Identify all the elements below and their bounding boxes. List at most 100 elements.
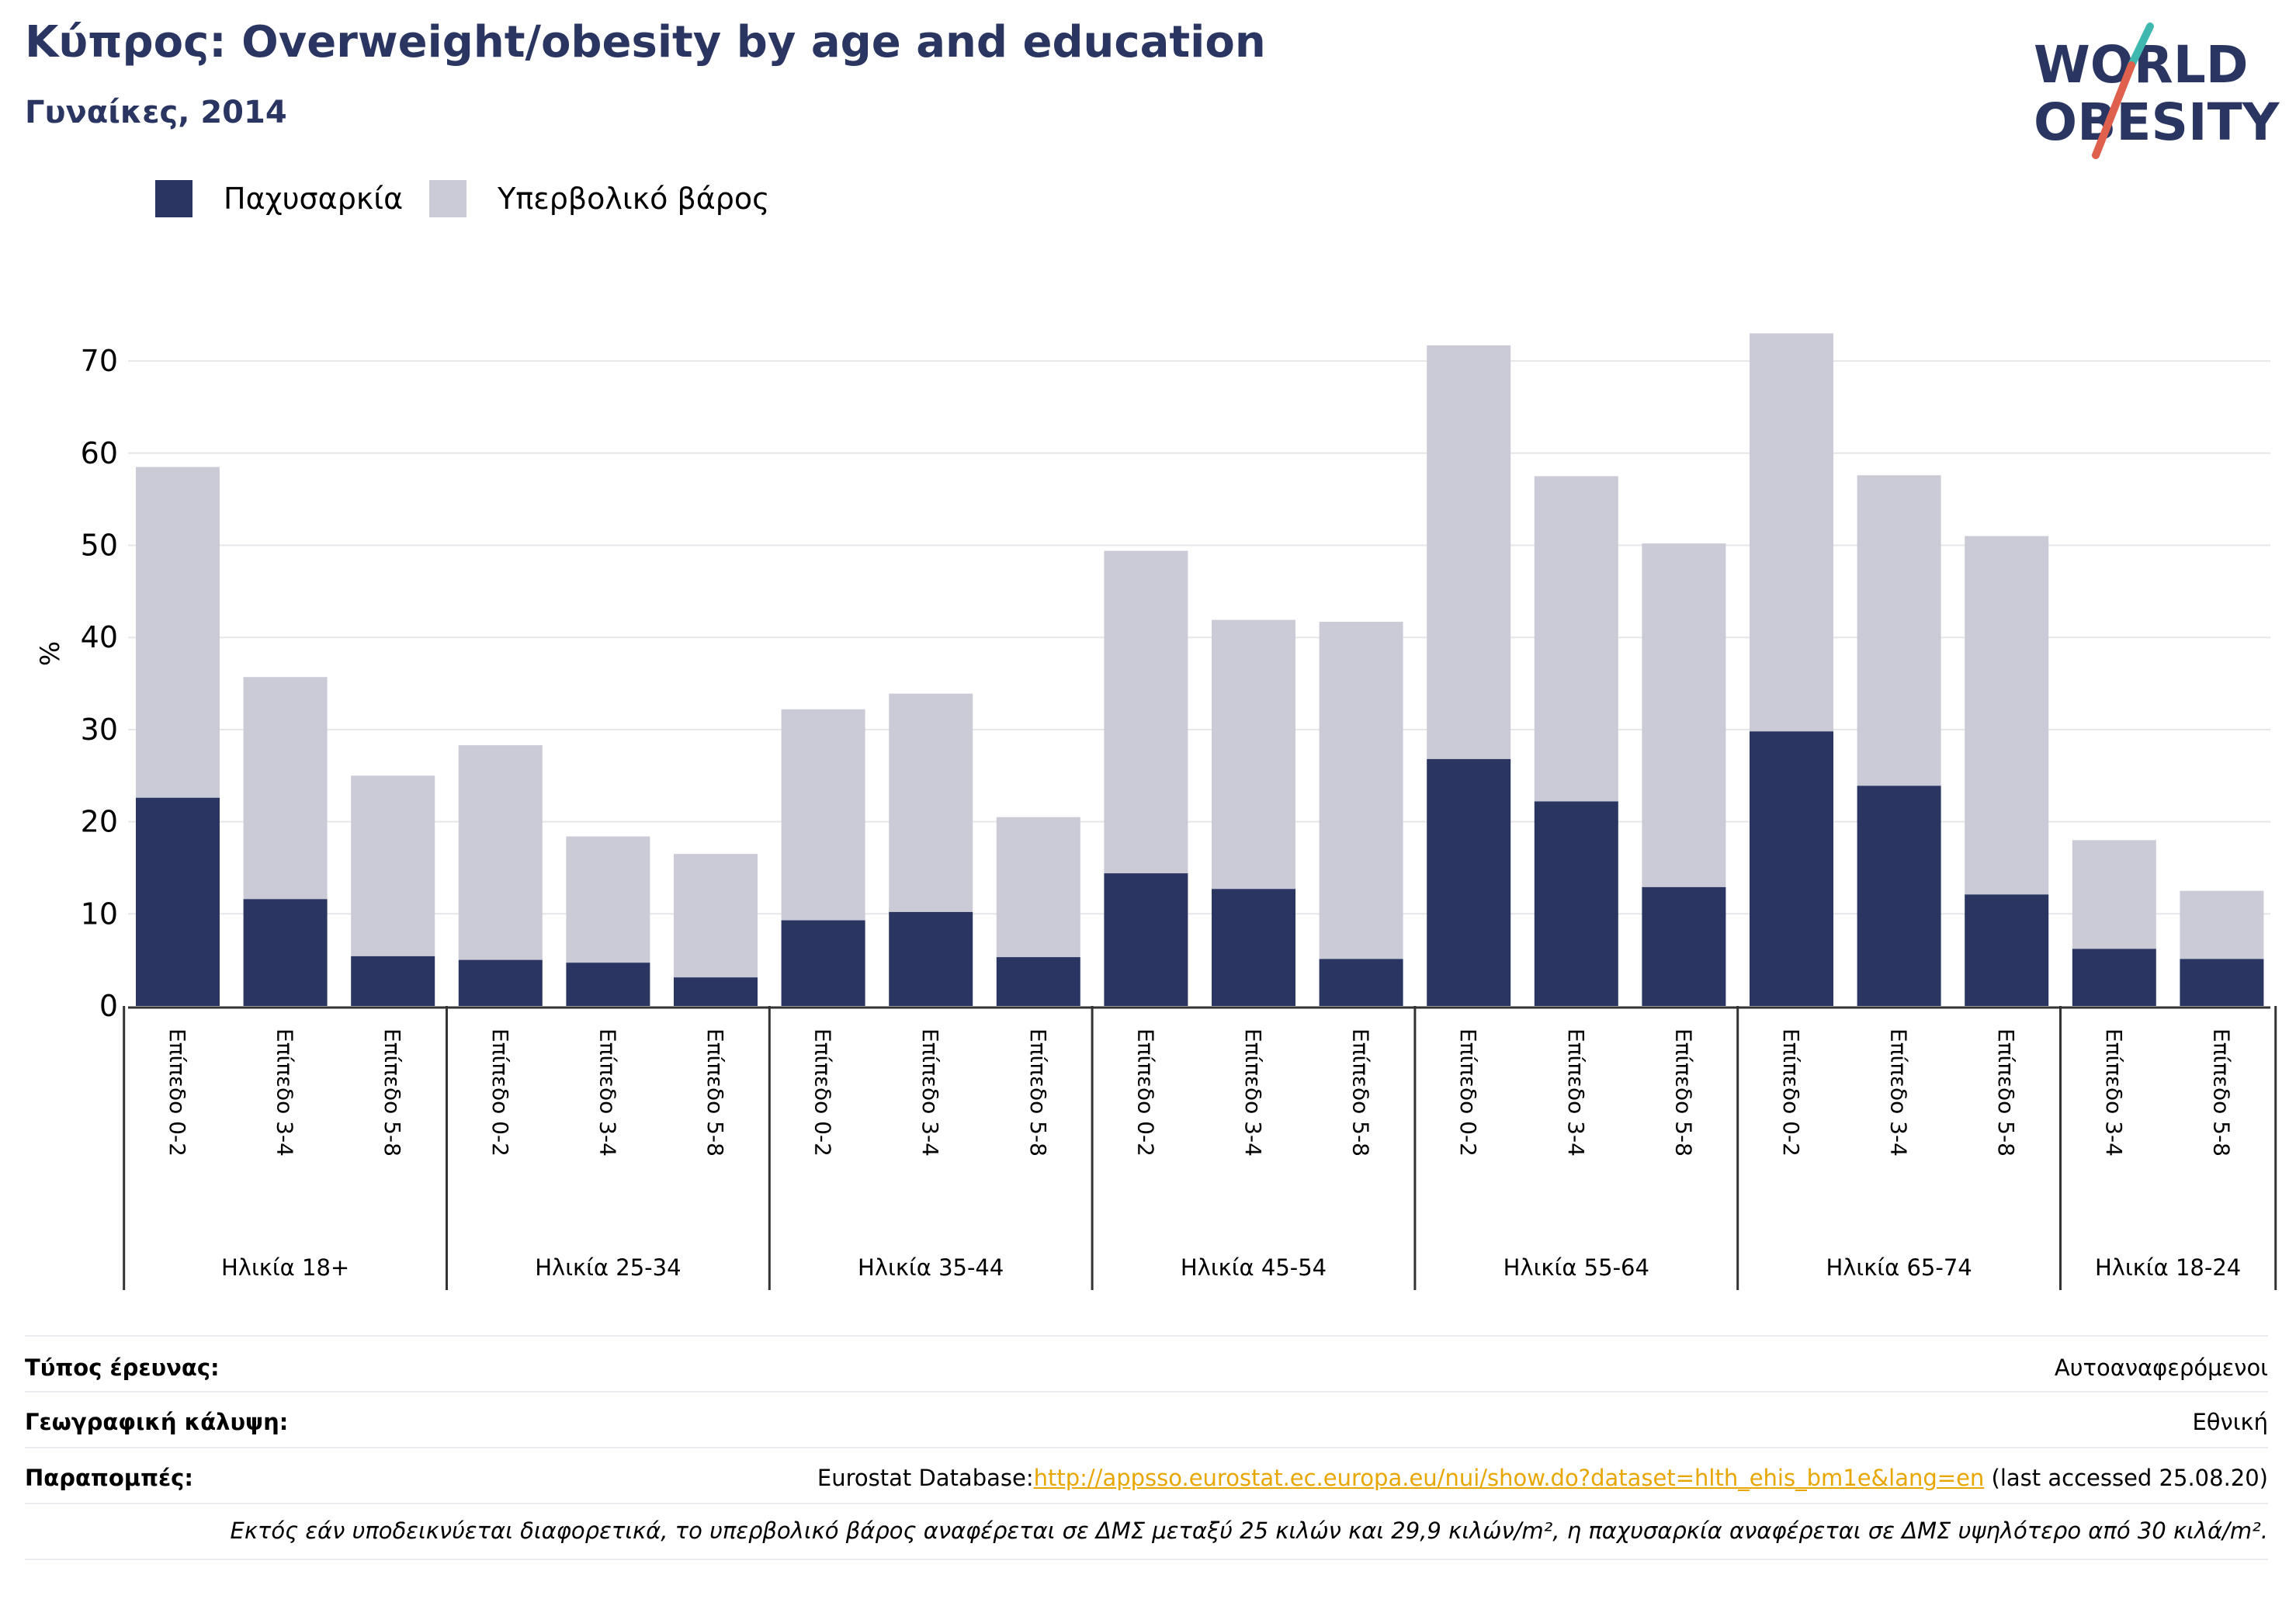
group-label: Ηλικία 18-24	[2095, 1254, 2241, 1281]
group-label: Ηλικία 35-44	[858, 1254, 1004, 1281]
logo-word-obesity: OBESITY	[2034, 92, 2280, 152]
bar-overweight	[1212, 619, 1295, 890]
bar-obesity	[1857, 786, 1941, 1006]
references-label: Παραπομπές:	[25, 1465, 193, 1491]
y-tick-label: 50	[81, 529, 118, 563]
coverage-row: Γεωγραφική κάλυψη: Εθνική	[25, 1403, 2268, 1441]
y-tick-label: 40	[81, 620, 118, 654]
divider	[25, 1335, 2268, 1337]
bar-overweight	[889, 693, 973, 912]
bar-obesity	[889, 911, 973, 1006]
group-label: Ηλικία 25-34	[535, 1254, 681, 1281]
y-tick-label: 70	[81, 344, 118, 378]
group-label: Ηλικία 65-74	[1826, 1254, 1972, 1281]
x-tick-label: Επίπεδο 5-8	[1348, 1028, 1374, 1157]
bar-obesity	[1965, 894, 2049, 1006]
bar-overweight	[1427, 345, 1511, 759]
bar-obesity	[2180, 959, 2264, 1006]
x-tick-label: Επίπεδο 0-2	[487, 1028, 513, 1157]
references-suffix: (last accessed 25.08.20)	[1984, 1465, 2269, 1491]
legend-label-obesity: Παχυσαρκία	[224, 182, 404, 216]
bmi-definition-note: Εκτός εάν υποδεικνύεται διαφορετικά, το …	[230, 1517, 2269, 1544]
bar-overweight	[1965, 536, 2049, 895]
x-tick-label: Επίπεδο 5-8	[1670, 1028, 1696, 1157]
bar-overweight	[996, 817, 1080, 958]
legend: Παχυσαρκία Υπερβολικό βάρος	[155, 177, 796, 220]
bar-overweight	[1104, 550, 1188, 874]
bar-obesity	[1750, 731, 1833, 1006]
stacked-bar-chart: 0 10 20 30 40 50 60 70% Επίπεδο 0-2 Επίπεδο 3-4 Επ…	[35, 333, 2277, 1290]
bar-overweight	[1534, 476, 1618, 802]
bar-overweight	[243, 677, 328, 900]
y-tick-label: 0	[99, 989, 118, 1023]
x-tick-label: Επίπεδο 5-8	[2208, 1028, 2234, 1157]
bar-overweight	[136, 467, 220, 798]
divider	[25, 1559, 2268, 1560]
bar-overweight	[2072, 840, 2156, 949]
legend-swatch-obesity	[155, 180, 192, 217]
survey-type-label: Τύπος έρευνας:	[25, 1354, 220, 1381]
bar-obesity	[243, 899, 328, 1006]
bar-overweight	[458, 745, 543, 960]
x-tick-label: Επίπεδο 5-8	[1025, 1028, 1051, 1157]
logo-slash-teal	[2128, 23, 2154, 69]
legend-label-overweight: Υπερβολικό βάρος	[498, 182, 770, 216]
bar-overweight	[1750, 333, 1833, 732]
logo-slash-red	[2092, 61, 2135, 159]
x-tick-label: Επίπεδο 5-8	[1993, 1028, 2019, 1157]
bar-overweight	[1857, 475, 1941, 786]
y-tick-label: 10	[81, 897, 118, 931]
bar-obesity	[1427, 758, 1511, 1006]
bar-obesity	[781, 920, 865, 1006]
bar-overweight	[2180, 890, 2264, 959]
bar-overweight	[566, 836, 650, 963]
x-tick-label: Επίπεδο 0-2	[810, 1028, 836, 1157]
references-prefix: Eurostat Database:	[817, 1465, 1034, 1491]
y-axis-label: %	[35, 641, 66, 666]
bar-obesity	[2072, 949, 2156, 1006]
bar-obesity	[1212, 889, 1295, 1006]
x-tick-label: Επίπεδο 3-4	[1886, 1028, 1912, 1157]
x-tick-label: Επίπεδο 5-8	[702, 1028, 728, 1157]
references-value: Eurostat Database:http://appsso.eurostat…	[817, 1465, 2268, 1491]
x-tick-label: Επίπεδο 3-4	[272, 1028, 298, 1157]
bar-obesity	[674, 977, 758, 1006]
references-link[interactable]: http://appsso.eurostat.ec.europa.eu/nui/…	[1033, 1465, 1985, 1491]
bar-overweight	[351, 775, 435, 956]
legend-swatch-overweight	[429, 180, 467, 217]
references-row: Παραπομπές: Eurostat Database:http://app…	[25, 1459, 2268, 1497]
bar-overweight	[1319, 622, 1403, 959]
x-tick-label: Επίπεδο 0-2	[1455, 1028, 1481, 1157]
x-tick-label: Επίπεδο 3-4	[595, 1028, 620, 1157]
bar-obesity	[458, 959, 543, 1006]
group-label: Ηλικία 18+	[221, 1254, 349, 1281]
y-tick-label: 30	[81, 713, 118, 747]
x-tick-label: Επίπεδο 3-4	[2101, 1028, 2127, 1157]
bar-overweight	[674, 854, 758, 978]
group-label: Ηλικία 55-64	[1503, 1254, 1649, 1281]
y-tick-label: 60	[81, 436, 118, 470]
divider	[25, 1391, 2268, 1393]
x-tick-label: Επίπεδο 3-4	[1240, 1028, 1266, 1157]
bar-obesity	[136, 797, 220, 1006]
bar-obesity	[1319, 959, 1403, 1006]
bar-obesity	[996, 957, 1080, 1006]
bar-obesity	[1642, 886, 1726, 1006]
bar-obesity	[1104, 873, 1188, 1006]
group-label: Ηλικία 45-54	[1181, 1254, 1327, 1281]
legend-item-overweight: Υπερβολικό βάρος	[429, 180, 769, 217]
divider	[25, 1503, 2268, 1504]
y-tick-label: 20	[81, 805, 118, 839]
x-tick-label: Επίπεδο 3-4	[1563, 1028, 1589, 1157]
coverage-label: Γεωγραφική κάλυψη:	[25, 1409, 289, 1435]
x-tick-label: Επίπεδο 0-2	[165, 1028, 190, 1157]
x-tick-label: Επίπεδο 0-2	[1778, 1028, 1804, 1157]
x-tick-label: Επίπεδο 0-2	[1132, 1028, 1158, 1157]
divider	[25, 1447, 2268, 1448]
bar-overweight	[781, 709, 865, 921]
world-obesity-logo: WORLD OBESITY	[2034, 23, 2280, 159]
chart-title: Κύπρος: Overweight/obesity by age and ed…	[25, 17, 1266, 68]
x-tick-label: Επίπεδο 3-4	[917, 1028, 943, 1157]
legend-item-obesity: Παχυσαρκία	[155, 180, 403, 217]
bar-overweight	[1642, 543, 1726, 887]
